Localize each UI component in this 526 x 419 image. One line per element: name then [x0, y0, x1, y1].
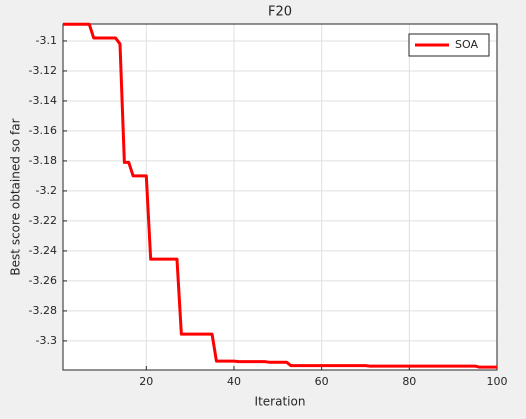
y-tick-label: -3.26	[29, 274, 57, 287]
x-tick-label: 60	[315, 375, 329, 388]
y-tick-label: -3.3	[36, 334, 57, 347]
chart-title: F20	[268, 5, 292, 20]
x-tick-label: 40	[227, 375, 241, 388]
x-axis-label: Iteration	[255, 395, 306, 409]
y-tick-label: -3.16	[29, 124, 57, 137]
x-tick-label: 80	[402, 375, 416, 388]
y-axis-label: Best score obtained so far	[9, 118, 23, 275]
y-tick-label: -3.18	[29, 154, 57, 167]
y-tick-label: -3.2	[36, 184, 57, 197]
y-tick-label: -3.24	[29, 244, 57, 257]
y-tick-label: -3.12	[29, 64, 57, 77]
y-tick-label: -3.28	[29, 304, 57, 317]
x-tick-label: 20	[139, 375, 153, 388]
x-tick-label: 100	[487, 375, 508, 388]
plot-area	[63, 24, 497, 370]
legend-label: SOA	[455, 38, 478, 51]
y-tick-label: -3.22	[29, 214, 57, 227]
series-line	[63, 22, 497, 369]
axes-box	[62, 23, 498, 371]
y-tick-label: -3.1	[36, 34, 57, 47]
y-tick-label: -3.14	[29, 94, 57, 107]
